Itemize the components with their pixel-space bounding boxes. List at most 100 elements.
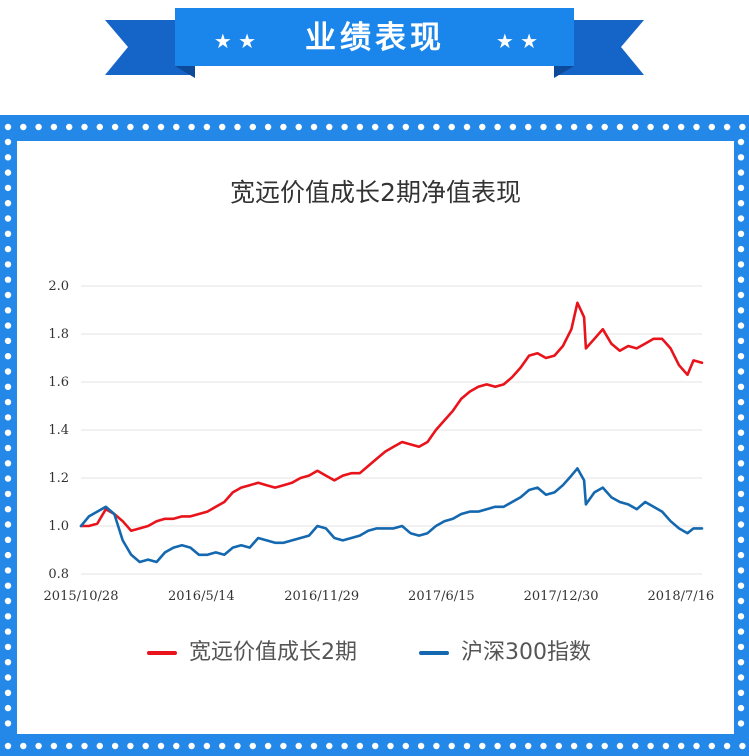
frame-dot	[737, 261, 745, 268]
y-tick-label: 0.8	[48, 567, 69, 582]
y-tick-label: 1.8	[48, 327, 69, 342]
frame-dots	[4, 123, 746, 750]
frame-dot	[586, 742, 593, 750]
frame-dot	[264, 742, 272, 750]
frame-dot	[737, 200, 745, 207]
frame-dot	[203, 123, 211, 131]
frame-dot	[737, 276, 745, 283]
frame-dot	[4, 475, 12, 482]
frame-dot	[96, 742, 104, 750]
frame-dot	[4, 276, 12, 283]
frame-dot	[402, 742, 409, 750]
y-tick-label: 1.4	[48, 423, 69, 438]
frame-dot	[417, 742, 425, 750]
legend-item-index: 沪深300指数	[419, 638, 591, 668]
frame-dot	[693, 123, 700, 131]
frame-dot	[662, 123, 670, 131]
ribbon-right-tail	[559, 20, 644, 75]
frame-dot	[632, 742, 639, 750]
frame-dot	[96, 123, 104, 131]
frame-dot	[737, 521, 745, 528]
frame-dot	[4, 245, 12, 253]
frame-dot	[632, 123, 639, 131]
frame-dot	[387, 123, 394, 131]
frame-dot	[737, 184, 745, 192]
frame-dot	[479, 123, 486, 131]
frame-dot	[203, 742, 211, 750]
frame-dot	[723, 742, 731, 750]
frame-dot	[4, 628, 12, 635]
frame-dot	[188, 123, 195, 131]
frame-dot	[387, 742, 394, 750]
frame-dot	[737, 643, 745, 651]
legend-label-fund: 宽远价值成长2期	[189, 640, 357, 665]
y-tick-label: 1.2	[48, 471, 69, 486]
frame-dot	[737, 551, 745, 559]
frame-dot	[310, 742, 318, 750]
frame-dot	[708, 123, 715, 131]
frame-dot	[737, 506, 745, 513]
x-tick-label: 2016/5/14	[168, 589, 235, 604]
frame-dot	[4, 230, 12, 237]
frame-dot	[81, 123, 88, 131]
frame-dot	[157, 742, 165, 750]
frame-dot	[142, 742, 149, 750]
frame-dot	[402, 123, 409, 131]
frame-dot	[4, 613, 12, 620]
frame-dot	[463, 742, 471, 750]
ribbon-right-fold	[554, 66, 574, 78]
frame-dot	[509, 742, 517, 750]
frame-dot	[737, 567, 745, 574]
frame-dot	[4, 215, 12, 222]
frame-dot	[509, 123, 517, 131]
line-chart: 0.8 1.0 1.2 1.4 1.6 1.8 2.0 2015/10/28 2016/5/14…	[44, 279, 715, 604]
frame-dot	[4, 582, 12, 589]
ribbon-left-tail	[105, 20, 190, 75]
frame-dot	[525, 123, 532, 131]
frame-dot	[356, 123, 364, 131]
frame-dot	[525, 742, 532, 750]
frame-dot	[737, 383, 745, 390]
frame-dot	[737, 230, 745, 237]
frame-dot	[4, 291, 12, 299]
frame-dot	[739, 123, 746, 131]
frame-dot	[737, 154, 745, 161]
frame-dot	[737, 613, 745, 620]
frame-dot	[737, 475, 745, 482]
frame-dot	[341, 742, 348, 750]
frame-dot	[448, 123, 455, 131]
frame-dot	[739, 742, 746, 750]
frame-dot	[737, 582, 745, 589]
frame-dot	[616, 742, 624, 750]
legend-swatch-fund	[147, 651, 177, 655]
frame-dot	[173, 123, 180, 131]
frame-dot	[127, 123, 134, 131]
frame-dot	[601, 742, 608, 750]
frame-dot	[264, 123, 272, 131]
series-line-index	[79, 467, 704, 564]
frame-dot	[173, 742, 180, 750]
frame-dot	[494, 742, 501, 750]
y-tick-label: 1.0	[48, 519, 69, 534]
frame-dot	[737, 444, 745, 452]
frame-dot	[540, 742, 547, 750]
frame-dot	[4, 689, 12, 696]
frame-dot	[737, 536, 745, 543]
frame-dot	[693, 742, 700, 750]
frame-dot	[280, 123, 287, 131]
frame-dot	[737, 674, 745, 681]
frame-dot	[234, 742, 241, 750]
frame-dot	[4, 398, 12, 406]
frame-dot	[737, 337, 745, 345]
frame-dot	[555, 742, 562, 750]
legend-item-fund: 宽远价值成长2期	[147, 638, 357, 668]
frame-dot	[737, 490, 745, 498]
frame-dot	[433, 123, 440, 131]
frame-dot	[4, 659, 12, 666]
frame-dot	[4, 123, 12, 131]
frame-dot	[4, 154, 12, 161]
frame-dot	[737, 628, 745, 635]
frame-dot	[4, 368, 12, 375]
frame-dot	[737, 460, 745, 467]
series-line-fund	[79, 301, 704, 533]
